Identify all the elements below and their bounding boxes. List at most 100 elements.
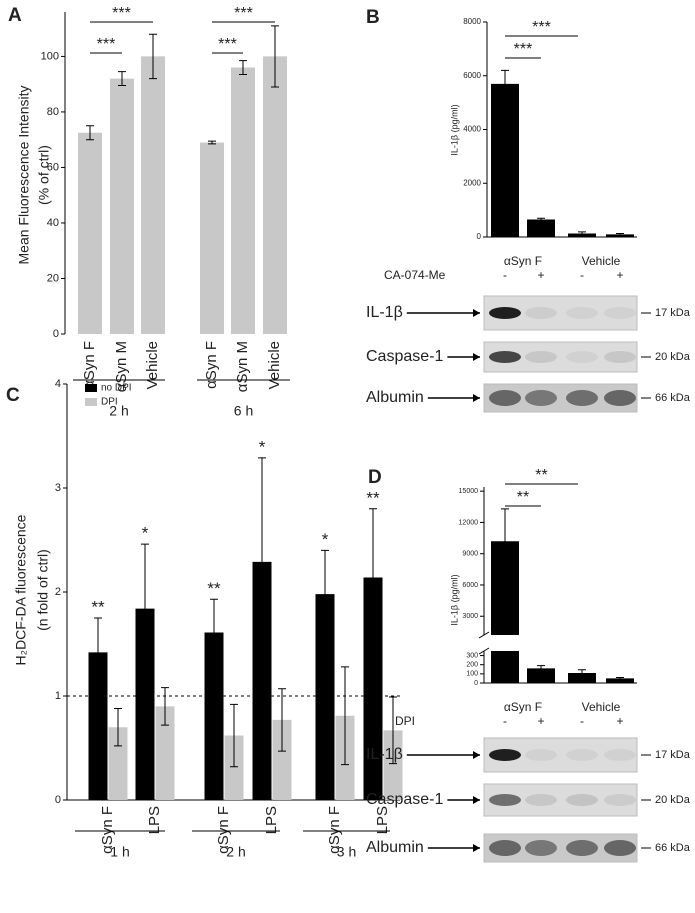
error-bar bbox=[118, 71, 126, 87]
y-tick-label: 80 bbox=[47, 106, 59, 118]
y-tick-label: 100 bbox=[466, 671, 478, 678]
y-tick-label: 20 bbox=[47, 272, 59, 284]
y-axis-label: Mean Fluorescence Intensity bbox=[16, 86, 32, 265]
bar bbox=[141, 56, 165, 335]
axis-break bbox=[478, 631, 490, 639]
bar bbox=[252, 561, 272, 800]
blot-band bbox=[525, 749, 557, 761]
y-axis-label: IL-1β (pg/ml) bbox=[449, 574, 459, 625]
y-tick-label: 300 bbox=[466, 652, 478, 659]
bar bbox=[527, 219, 555, 237]
bar bbox=[527, 668, 555, 683]
blot-band bbox=[525, 351, 557, 363]
error-bar bbox=[94, 617, 102, 688]
group-label: 1 h bbox=[110, 844, 129, 860]
error-bar bbox=[208, 140, 216, 145]
y-tick-label: 200 bbox=[466, 662, 478, 669]
significance-label: *** bbox=[532, 19, 551, 36]
group-label: 3 h bbox=[337, 844, 356, 860]
bar bbox=[606, 234, 634, 237]
error-bar bbox=[230, 703, 238, 768]
blot-band bbox=[566, 840, 598, 856]
bar bbox=[491, 83, 519, 237]
x-tick-label: - bbox=[580, 714, 584, 728]
panel-label: D bbox=[368, 467, 382, 488]
significance-label: ** bbox=[91, 597, 105, 616]
significance-label: *** bbox=[514, 41, 533, 58]
blot-band bbox=[489, 351, 521, 363]
error-bar bbox=[537, 217, 545, 222]
x-tick-label: αSyn M bbox=[234, 341, 251, 392]
error-bar bbox=[278, 688, 286, 752]
blot-band bbox=[489, 794, 521, 806]
blot-arrowhead bbox=[473, 394, 480, 402]
size-label: 66 kDa bbox=[655, 842, 691, 854]
x-tick-label: + bbox=[537, 268, 544, 282]
size-label: 20 kDa bbox=[655, 794, 691, 806]
significance-label: ** bbox=[366, 488, 380, 507]
error-bar bbox=[341, 666, 349, 766]
significance-label: * bbox=[322, 530, 329, 549]
y-tick-label: 6000 bbox=[463, 71, 481, 80]
group-label: αSyn F bbox=[504, 700, 542, 714]
blot-band bbox=[566, 351, 598, 363]
bar bbox=[78, 132, 102, 334]
size-label: 20 kDa bbox=[655, 351, 691, 363]
group-label: 2 h bbox=[109, 403, 128, 419]
blot-band bbox=[489, 840, 521, 856]
legend-swatch bbox=[85, 384, 97, 392]
group-label: 6 h bbox=[234, 403, 253, 419]
y-tick-label: 3 bbox=[55, 482, 61, 494]
group-label: Vehicle bbox=[582, 254, 621, 268]
bar bbox=[606, 678, 634, 683]
bar bbox=[568, 672, 596, 683]
error-bar bbox=[161, 687, 169, 726]
y-tick-label: 0 bbox=[53, 328, 59, 340]
group-label: αSyn F bbox=[504, 254, 542, 268]
y-tick-label: 15000 bbox=[459, 488, 479, 495]
y-tick-label: 4000 bbox=[463, 125, 481, 134]
error-bar bbox=[578, 669, 586, 677]
bar bbox=[383, 730, 403, 800]
error-bar bbox=[271, 25, 279, 88]
bar bbox=[491, 541, 519, 683]
blot-band bbox=[525, 840, 557, 856]
error-bar bbox=[86, 125, 94, 141]
error-bar bbox=[114, 707, 122, 747]
blot-label: Caspase-1 bbox=[366, 791, 443, 808]
y-axis-label: IL-1β (pg/ml) bbox=[449, 104, 459, 155]
bar bbox=[108, 727, 128, 800]
x-tick-label: - bbox=[580, 268, 584, 282]
y-tick-label: 4 bbox=[55, 378, 61, 390]
y-axis-label: (n fold of ctrl) bbox=[35, 549, 51, 631]
blot-band bbox=[604, 351, 636, 363]
blot-band bbox=[604, 307, 636, 319]
bar bbox=[200, 142, 224, 334]
error-bar bbox=[501, 69, 509, 98]
error-bar bbox=[501, 508, 509, 575]
legend-label: no DPI bbox=[101, 383, 132, 394]
error-bar bbox=[149, 33, 157, 80]
blot-label: Caspase-1 bbox=[366, 348, 443, 365]
y-tick-label: 60 bbox=[47, 161, 59, 173]
y-axis-label: H₂DCF-DA fluorescence bbox=[13, 514, 29, 665]
significance-label: *** bbox=[97, 36, 116, 53]
panel-label: A bbox=[8, 5, 22, 26]
group-label: Vehicle bbox=[582, 700, 621, 714]
significance-label: ** bbox=[535, 467, 547, 484]
blot-band bbox=[566, 794, 598, 806]
bar bbox=[155, 706, 175, 800]
y-tick-label: 0 bbox=[477, 232, 482, 241]
y-tick-label: 12000 bbox=[459, 519, 479, 526]
bar bbox=[88, 652, 108, 800]
significance-label: * bbox=[259, 437, 266, 456]
significance-label: ** bbox=[517, 489, 529, 506]
blot-arrowhead bbox=[473, 751, 480, 759]
size-label: 17 kDa bbox=[655, 749, 691, 761]
panel-label: B bbox=[366, 7, 380, 28]
group-label: 2 h bbox=[226, 844, 245, 860]
y-tick-label: 2 bbox=[55, 586, 61, 598]
blot-band bbox=[566, 390, 598, 406]
significance-label: ** bbox=[207, 579, 221, 598]
x-tick-label: αSyn F bbox=[99, 806, 116, 854]
